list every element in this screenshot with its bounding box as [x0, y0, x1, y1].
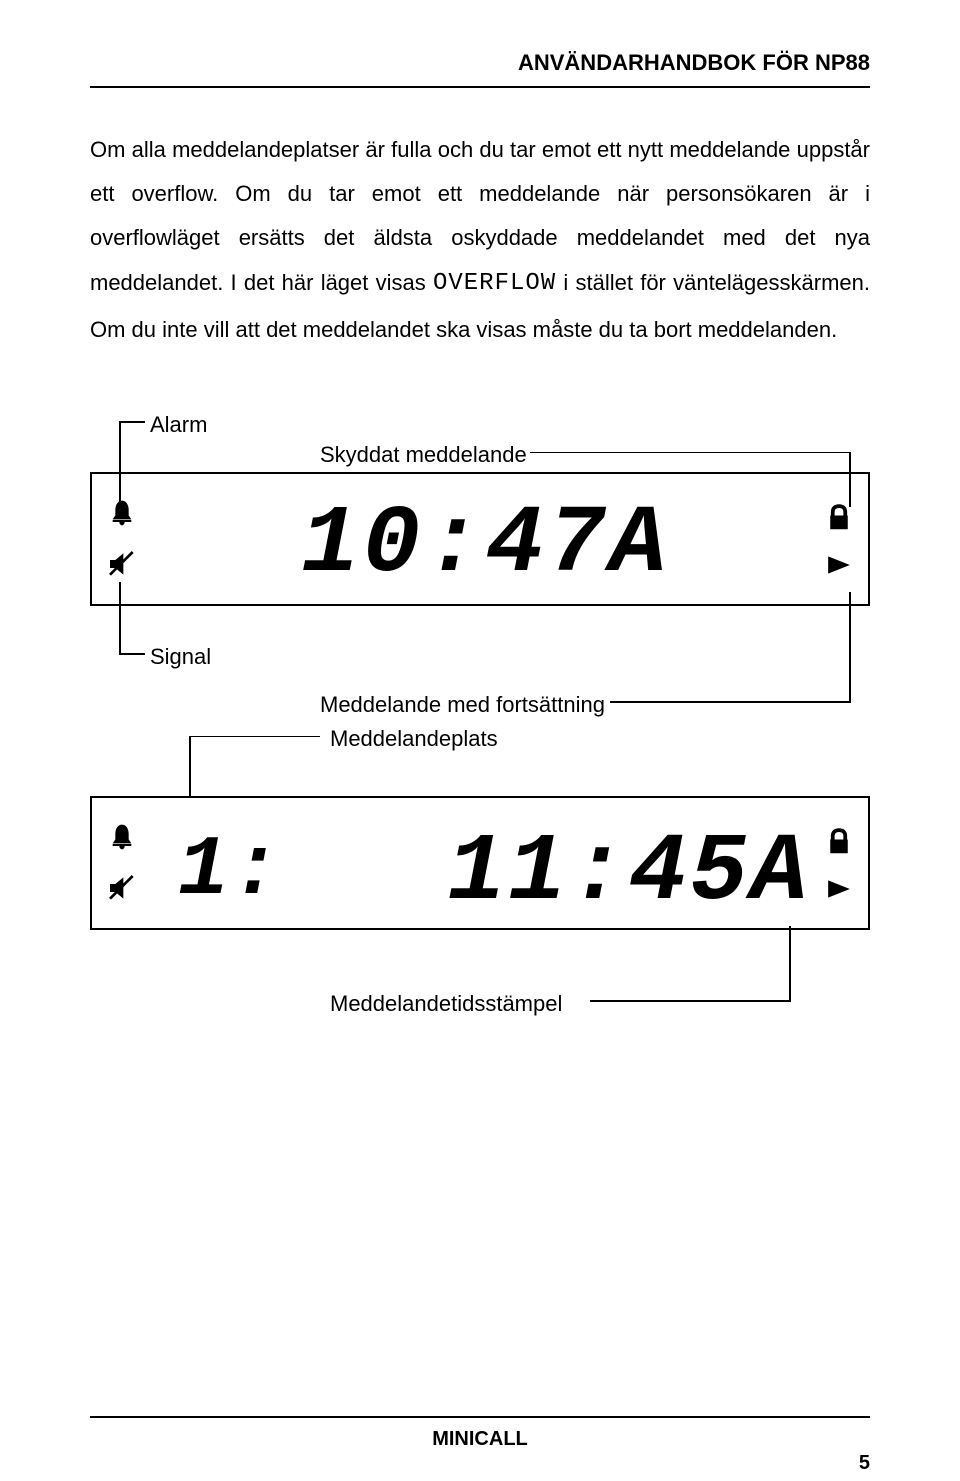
- footer: MINICALL 5: [90, 1416, 870, 1451]
- speaker-muted-icon: [106, 872, 138, 904]
- body-paragraph: Om alla meddelandeplatser är fulla och d…: [90, 128, 870, 352]
- footer-brand: MINICALL: [432, 1428, 528, 1451]
- display-2-right-svg: 11:45A: [416, 808, 816, 918]
- display-2-left-text: 1:: [178, 824, 278, 913]
- label-continuation: Meddelande med fortsättning: [320, 692, 605, 718]
- display-1-text: 10:47A: [301, 490, 671, 592]
- speaker-muted-icon: [106, 548, 138, 580]
- overflow-glyph: OVERFLOW: [433, 260, 556, 308]
- display-1-right-icons: [824, 502, 868, 576]
- play-icon: [826, 554, 852, 576]
- display-2-right-icons: [824, 826, 868, 900]
- display-2-left-svg: 1:: [168, 813, 278, 913]
- display-2-right-text: 11:45A: [447, 818, 811, 918]
- page-header-title: ANVÄNDARHANDBOK FÖR NP88: [90, 50, 870, 76]
- label-protected: Skyddat meddelande: [320, 442, 527, 468]
- label-alarm: Alarm: [150, 412, 207, 438]
- display-1: 10:47A: [90, 472, 870, 606]
- label-timestamp: Meddelandetidsstämpel: [330, 991, 562, 1017]
- display-2-center: 1: 11:45A: [148, 808, 824, 918]
- display-1-center: 10:47A: [148, 482, 824, 597]
- footer-page-number: 5: [859, 1452, 870, 1475]
- label-location: Meddelandeplats: [330, 726, 498, 752]
- page: ANVÄNDARHANDBOK FÖR NP88 Om alla meddela…: [0, 0, 960, 1481]
- bell-icon: [106, 822, 138, 854]
- connector-continuation: [610, 592, 870, 712]
- display-2: 1: 11:45A: [90, 796, 870, 930]
- display-1-left-icons: [92, 498, 148, 580]
- bell-icon: [106, 498, 138, 530]
- display-2-left-icons: [92, 822, 148, 904]
- diagram-1: Alarm Skyddat meddelande Signal Meddelan…: [90, 412, 870, 726]
- display-1-text-svg: 10:47A: [271, 482, 701, 592]
- diagram-2: Meddelandeplats Meddelandetidsstämpel: [90, 726, 870, 1070]
- footer-rule: [90, 1416, 870, 1418]
- header-rule: [90, 86, 870, 88]
- diagrams: Alarm Skyddat meddelande Signal Meddelan…: [90, 412, 870, 1070]
- connector-timestamp: [590, 926, 810, 1011]
- lock-icon: [824, 502, 854, 534]
- label-signal: Signal: [150, 644, 211, 670]
- play-icon: [826, 878, 852, 900]
- lock-icon: [824, 826, 854, 858]
